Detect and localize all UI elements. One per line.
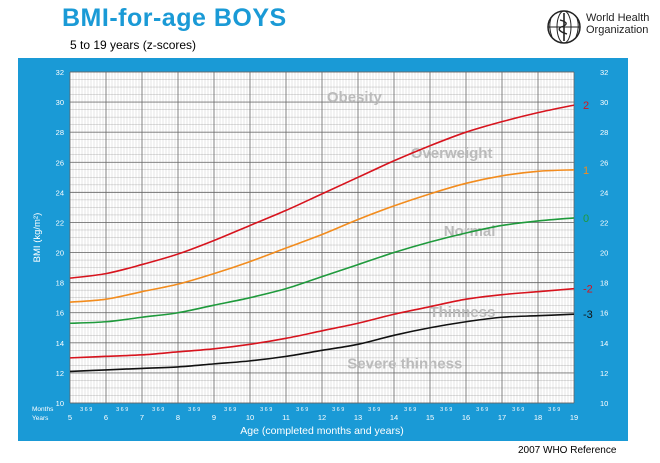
x-tick-label: 18 <box>534 413 542 422</box>
series-label: 0 <box>583 213 589 225</box>
month-tick-label: 3 6 9 <box>332 407 344 413</box>
y-tick-label: 32 <box>600 68 608 77</box>
y-tick-label: 22 <box>600 218 608 227</box>
y-tick-label: 20 <box>600 249 608 258</box>
series-label: 2 <box>583 100 589 112</box>
y-tick-label: 30 <box>600 98 608 107</box>
zone-label: Overweight <box>411 145 493 162</box>
y-tick-label: 10 <box>56 399 64 408</box>
x-tick-label: 8 <box>176 413 180 422</box>
x-tick-label: 19 <box>570 413 578 422</box>
zscore-curve-1 <box>69 168 575 303</box>
zone-label: Obesity <box>327 89 383 106</box>
x-tick-label: 11 <box>282 413 290 422</box>
y-tick-label: 18 <box>600 279 608 288</box>
month-tick-label: 3 6 9 <box>296 407 308 413</box>
y-tick-label: 32 <box>56 68 64 77</box>
month-tick-label: 3 6 9 <box>80 407 92 413</box>
who-emblem-icon <box>547 10 581 44</box>
x-tick-label: 15 <box>426 413 434 422</box>
zscore-curve--2 <box>69 287 575 359</box>
y-axis-title: BMI (kg/m²) <box>32 213 43 263</box>
month-tick-label: 3 6 9 <box>260 407 272 413</box>
x-tick-label: 17 <box>498 413 506 422</box>
y-tick-label: 28 <box>600 128 608 137</box>
zone-label: Severe thinness <box>347 355 462 372</box>
month-tick-label: 3 6 9 <box>224 407 236 413</box>
month-tick-label: 3 6 9 <box>548 407 560 413</box>
y-tick-label: 18 <box>56 279 64 288</box>
x-tick-label: 7 <box>140 413 144 422</box>
x-tick-label: 16 <box>462 413 470 422</box>
x-tick-label: 12 <box>318 413 326 422</box>
x-tick-label: 10 <box>246 413 254 422</box>
y-tick-label: 20 <box>56 249 64 258</box>
month-tick-label: 3 6 9 <box>512 407 524 413</box>
y-tick-label: 10 <box>600 399 608 408</box>
x-tick-label: 9 <box>212 413 216 422</box>
chart-title: BMI-for-age BOYS <box>62 4 287 32</box>
y-tick-label: 22 <box>56 218 64 227</box>
y-tick-label: 16 <box>56 309 64 318</box>
months-row-label: Months <box>32 406 54 413</box>
grid <box>69 71 575 404</box>
x-axis-title: Age (completed months and years) <box>240 425 403 437</box>
month-tick-label: 3 6 9 <box>440 407 452 413</box>
years-row-label: Years <box>32 415 49 422</box>
zscore-curve--3 <box>69 313 575 373</box>
y-tick-label: 28 <box>56 128 64 137</box>
y-tick-label: 16 <box>600 309 608 318</box>
reference-note: 2007 WHO Reference <box>518 445 617 456</box>
y-tick-label: 14 <box>600 339 608 348</box>
y-tick-label: 30 <box>56 98 64 107</box>
y-tick-label: 14 <box>56 339 64 348</box>
x-tick-label: 5 <box>68 413 72 422</box>
x-tick-label: 14 <box>390 413 398 422</box>
who-name-line1: World Health <box>586 12 650 24</box>
series-label: -2 <box>583 284 593 296</box>
series-label: 1 <box>583 165 589 177</box>
y-tick-label: 24 <box>56 188 64 197</box>
zscore-curve-2 <box>69 104 575 279</box>
month-tick-label: 3 6 9 <box>116 407 128 413</box>
month-tick-label: 3 6 9 <box>188 407 200 413</box>
y-tick-label: 26 <box>56 158 64 167</box>
zone-label: Thinness <box>429 304 495 321</box>
y-tick-label: 26 <box>600 158 608 167</box>
y-tick-label: 12 <box>56 369 64 378</box>
who-name-line2: Organization <box>586 24 649 36</box>
y-tick-label: 12 <box>600 369 608 378</box>
chart-subtitle: 5 to 19 years (z-scores) <box>70 38 197 52</box>
series-label: -3 <box>583 309 593 321</box>
y-tick-label: 24 <box>600 188 608 197</box>
month-tick-label: 3 6 9 <box>152 407 164 413</box>
who-name: World Health Organization <box>586 12 649 36</box>
x-tick-label: 13 <box>354 413 362 422</box>
zscore-curve-0 <box>69 217 575 325</box>
x-tick-label: 6 <box>104 413 108 422</box>
month-tick-label: 3 6 9 <box>404 407 416 413</box>
month-tick-label: 3 6 9 <box>368 407 380 413</box>
month-tick-label: 3 6 9 <box>476 407 488 413</box>
